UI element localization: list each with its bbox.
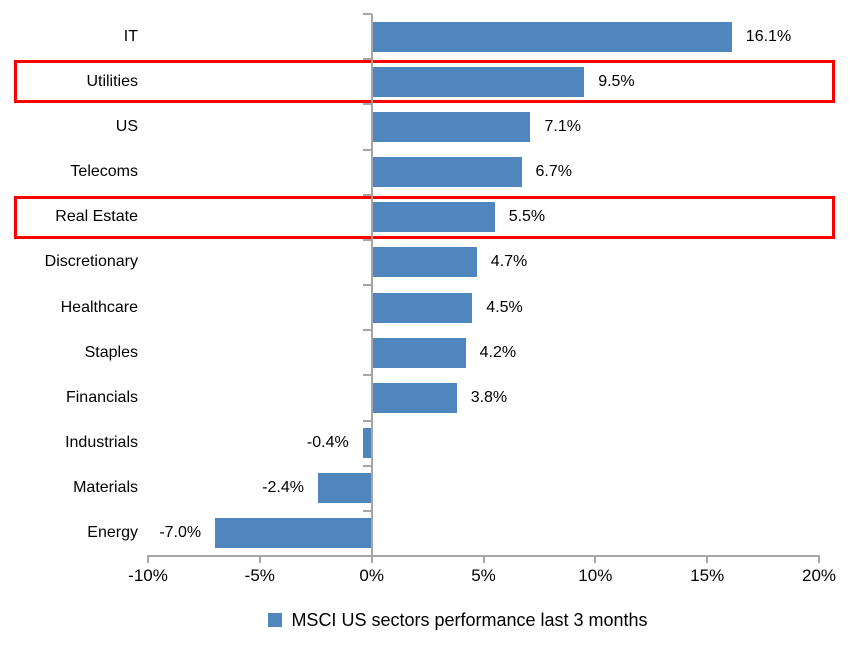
value-label: 9.5% (598, 72, 635, 90)
x-axis-tick-label: 0% (359, 566, 384, 585)
bar-healthcare (371, 292, 473, 323)
category-label: Industrials (65, 434, 138, 452)
bar-financials (371, 382, 457, 413)
value-label: 7.1% (544, 117, 581, 135)
category-label: Energy (87, 524, 138, 542)
bar-us (371, 111, 531, 142)
bar-utilities (371, 66, 585, 97)
category-label: Financials (65, 388, 138, 406)
category-label: Utilities (86, 72, 138, 90)
bar-energy (215, 518, 372, 549)
x-axis-tick (818, 555, 820, 563)
y-axis-tick (362, 193, 372, 196)
x-axis-tick-label: -5% (244, 566, 275, 585)
bar-it (371, 21, 732, 52)
value-label: 4.7% (490, 253, 528, 271)
x-axis-tick (706, 555, 709, 563)
y-axis-tick (362, 13, 372, 15)
bar-industrials (362, 428, 372, 459)
category-label: Real Estate (55, 208, 138, 226)
y-axis-tick (362, 58, 372, 61)
highlight-box-utilities (14, 60, 835, 104)
x-axis-tick-label: 15% (690, 566, 725, 585)
bar-staples (371, 337, 466, 368)
x-axis-tick (370, 555, 373, 563)
y-axis-tick (362, 509, 372, 512)
y-axis-tick (362, 464, 372, 467)
value-label: 4.5% (486, 298, 523, 316)
category-label: US (115, 117, 138, 135)
x-axis-tick-label: 20% (801, 566, 837, 585)
y-axis-tick (362, 284, 372, 286)
category-label: Healthcare (60, 298, 138, 316)
x-axis-tick (147, 555, 149, 563)
category-label: IT (123, 27, 138, 45)
category-label: Staples (84, 343, 138, 361)
value-label: 3.8% (470, 388, 508, 406)
bar-real-estate (371, 202, 495, 233)
y-axis-tick (362, 103, 372, 106)
value-label: -0.4% (306, 434, 349, 452)
value-label: 4.2% (479, 343, 517, 361)
y-axis-tick (362, 419, 372, 422)
value-label: -2.4% (262, 479, 304, 497)
y-axis-line (370, 14, 373, 557)
x-axis-tick (258, 555, 261, 563)
x-axis-tick-label: -10% (128, 566, 168, 585)
x-axis-tick-label: 10% (578, 566, 613, 585)
x-axis-tick (594, 555, 597, 563)
category-label: Discretionary (44, 253, 138, 271)
category-label: Materials (73, 479, 138, 497)
x-axis-tick (482, 555, 485, 563)
value-label: 6.7% (535, 163, 572, 181)
category-label: Telecoms (70, 163, 138, 181)
bar-telecoms (371, 157, 522, 188)
bar-materials (318, 473, 372, 504)
bar-discretionary (371, 247, 477, 278)
y-axis-tick (362, 148, 372, 151)
value-label: 5.5% (508, 208, 546, 226)
value-label: -7.0% (159, 524, 202, 542)
legend-swatch-icon (268, 613, 283, 627)
legend-label: MSCI US sectors performance last 3 month… (291, 610, 648, 630)
legend: MSCI US sectors performance last 3 month… (0, 609, 852, 631)
y-axis-tick (362, 238, 372, 241)
highlight-box-real-estate (14, 195, 835, 239)
value-label: 16.1% (745, 27, 792, 45)
x-axis-tick-label: 5% (471, 566, 496, 585)
y-axis-tick (362, 374, 372, 377)
y-axis-tick (362, 329, 372, 332)
